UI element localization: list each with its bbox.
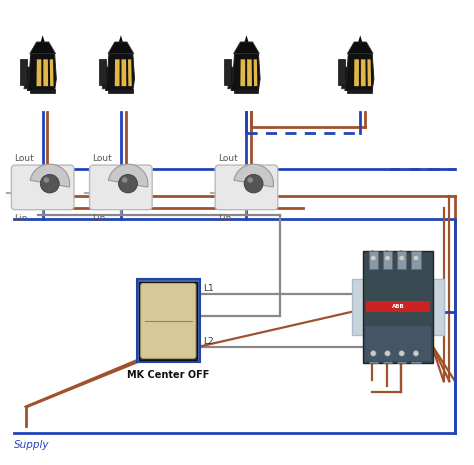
Bar — [347, 89, 372, 93]
Polygon shape — [108, 42, 134, 53]
Polygon shape — [354, 60, 359, 86]
Bar — [411, 251, 421, 269]
Circle shape — [118, 174, 137, 193]
Polygon shape — [367, 60, 371, 86]
Text: Lout: Lout — [92, 154, 112, 163]
Circle shape — [247, 177, 253, 183]
Polygon shape — [36, 60, 41, 86]
Polygon shape — [41, 35, 45, 42]
Polygon shape — [128, 60, 132, 86]
Bar — [397, 345, 406, 363]
Circle shape — [40, 174, 59, 193]
Bar — [383, 345, 392, 363]
Polygon shape — [102, 67, 114, 89]
Polygon shape — [228, 67, 240, 89]
Polygon shape — [245, 35, 248, 42]
FancyBboxPatch shape — [137, 279, 200, 363]
Polygon shape — [231, 53, 260, 91]
Bar — [108, 89, 133, 93]
Polygon shape — [234, 42, 259, 53]
Circle shape — [385, 351, 390, 356]
Circle shape — [385, 255, 390, 261]
Text: Lout: Lout — [14, 154, 34, 163]
Bar — [397, 251, 406, 269]
Circle shape — [44, 177, 49, 183]
Polygon shape — [121, 60, 127, 86]
Circle shape — [399, 255, 404, 261]
Bar — [30, 89, 55, 93]
Circle shape — [122, 177, 128, 183]
Bar — [224, 59, 231, 86]
Circle shape — [399, 351, 404, 356]
Polygon shape — [24, 67, 36, 89]
Circle shape — [413, 255, 419, 261]
FancyBboxPatch shape — [139, 282, 197, 360]
FancyBboxPatch shape — [90, 165, 152, 210]
Circle shape — [244, 174, 263, 193]
FancyBboxPatch shape — [215, 165, 278, 210]
FancyBboxPatch shape — [11, 165, 74, 210]
Text: MK Center OFF: MK Center OFF — [127, 370, 210, 380]
Bar — [338, 59, 345, 86]
Polygon shape — [27, 53, 56, 91]
FancyBboxPatch shape — [363, 251, 433, 363]
Polygon shape — [50, 60, 54, 86]
Bar — [234, 89, 258, 93]
Wedge shape — [109, 164, 148, 187]
Bar — [366, 301, 430, 312]
Bar — [20, 59, 27, 86]
Polygon shape — [115, 60, 119, 86]
Circle shape — [370, 255, 376, 261]
Polygon shape — [43, 60, 48, 86]
Text: L1: L1 — [203, 284, 214, 293]
FancyBboxPatch shape — [365, 326, 431, 362]
Circle shape — [370, 351, 376, 356]
Polygon shape — [247, 60, 252, 86]
Bar — [368, 345, 378, 363]
Bar — [352, 279, 444, 335]
Polygon shape — [341, 67, 354, 89]
FancyBboxPatch shape — [141, 283, 196, 358]
Polygon shape — [358, 35, 362, 42]
Bar — [368, 251, 378, 269]
Polygon shape — [106, 53, 135, 91]
Bar — [411, 345, 421, 363]
Polygon shape — [345, 53, 374, 91]
Polygon shape — [240, 60, 245, 86]
Text: Lin: Lin — [218, 214, 231, 223]
Polygon shape — [254, 60, 257, 86]
Bar — [99, 59, 106, 86]
Polygon shape — [30, 42, 55, 53]
Wedge shape — [30, 164, 70, 187]
Text: Lin: Lin — [14, 214, 27, 223]
Text: ABB: ABB — [392, 305, 404, 309]
Text: Lin: Lin — [92, 214, 106, 223]
Circle shape — [413, 351, 419, 356]
Text: Lout: Lout — [218, 154, 238, 163]
Bar — [383, 251, 392, 269]
Polygon shape — [347, 42, 373, 53]
Text: Supply: Supply — [14, 440, 50, 451]
Polygon shape — [361, 60, 366, 86]
Wedge shape — [234, 164, 273, 187]
Text: L2: L2 — [203, 337, 213, 346]
Polygon shape — [119, 35, 123, 42]
